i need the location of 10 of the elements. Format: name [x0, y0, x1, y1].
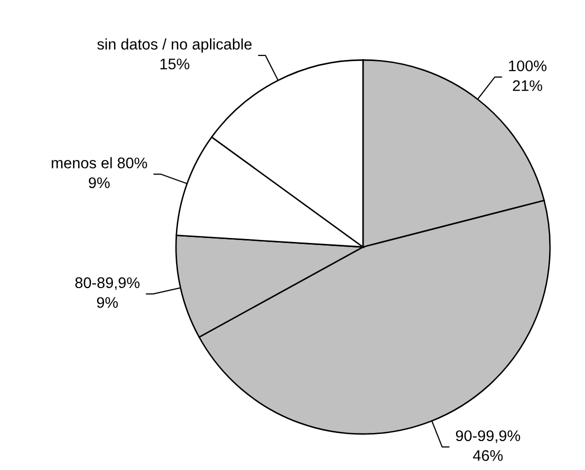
data-label: 46%: [473, 450, 503, 461]
slice-label: 90-99,9%: [456, 430, 520, 443]
slice-label: 80-89,9%: [75, 277, 140, 290]
slice-label: sin datos / no aplicable: [97, 38, 252, 53]
slice-label: 100%: [509, 60, 546, 72]
data-label: 9%: [97, 297, 118, 308]
data-label: 9%: [88, 177, 110, 188]
data-label: 15%: [160, 58, 190, 70]
data-label: 21%: [512, 80, 542, 92]
slice-label: menos el 80%: [52, 157, 148, 168]
